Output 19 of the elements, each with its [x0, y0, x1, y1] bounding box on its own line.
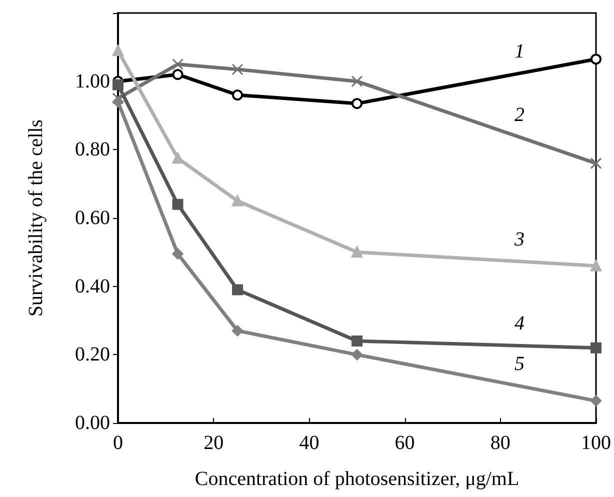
- x-axis-title: Concentration of photosensitizer, μg/mL: [194, 468, 520, 490]
- y-tick-label: 0.80: [75, 138, 110, 161]
- y-tick-label: 1.00: [75, 70, 110, 92]
- y-axis-title: Survivability of the cells: [25, 119, 47, 317]
- y-tick-label: 0.00: [75, 412, 110, 434]
- x-tick-label: 60: [394, 432, 415, 454]
- series-label: 1: [514, 40, 525, 62]
- y-tick-label: 0.60: [75, 207, 110, 229]
- x-tick-label: 20: [204, 432, 224, 454]
- y-tick-label: 0.40: [75, 275, 110, 298]
- x-tick-label: 100: [581, 432, 611, 454]
- x-tick-label: 40: [299, 432, 320, 454]
- x-tick-label: 0: [113, 432, 123, 454]
- series-label: 2: [514, 104, 525, 126]
- series-label: 3: [514, 228, 525, 250]
- series-label: 5: [514, 353, 525, 376]
- x-tick-label: 80: [490, 432, 510, 454]
- series-label: 4: [514, 312, 525, 335]
- y-tick-label: 0.20: [75, 344, 110, 366]
